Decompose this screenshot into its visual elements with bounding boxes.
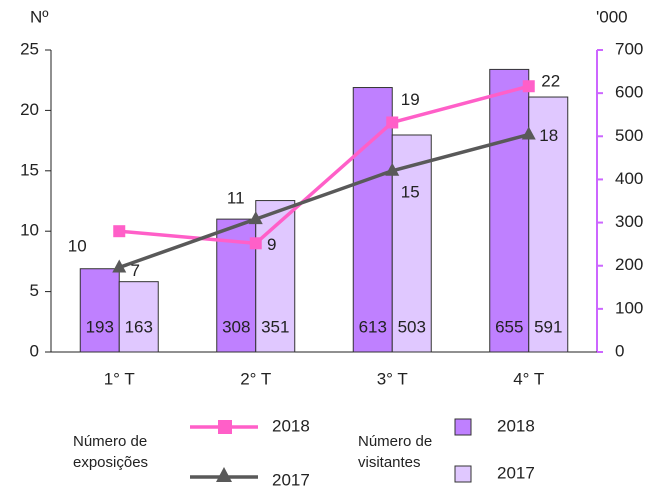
legend-swatch <box>454 465 472 483</box>
line-label: 22 <box>541 72 560 91</box>
bar-label: 351 <box>261 317 289 336</box>
bar <box>489 68 530 353</box>
legend-marker <box>218 420 232 434</box>
legend-label: 2018 <box>497 416 535 435</box>
marker <box>249 237 262 250</box>
legend-swatch <box>454 418 472 436</box>
y-tick-label: 15 <box>20 160 39 179</box>
marker <box>521 126 536 140</box>
x-tick-label: 2° T <box>240 369 271 388</box>
bar <box>118 281 159 353</box>
legend-group-line: Número de exposições <box>73 433 149 471</box>
line-label: 10 <box>68 237 87 256</box>
y-tick-label: 5 <box>30 281 39 300</box>
legend-label: 2017 <box>497 463 535 482</box>
line <box>118 132 530 270</box>
marker <box>113 225 126 238</box>
legend-marker <box>216 467 232 482</box>
y-tick-label: 0 <box>30 341 39 360</box>
y-tick-label: 20 <box>20 100 39 119</box>
bar <box>352 87 393 353</box>
bar-label: 655 <box>495 317 523 336</box>
bar-label: 613 <box>359 317 387 336</box>
y-tick-label: 10 <box>20 221 39 240</box>
bar <box>391 134 432 353</box>
y2-tick-label: 200 <box>615 255 643 274</box>
legend-label: 2017 <box>272 470 310 486</box>
x-tick-label: 3° T <box>377 369 408 388</box>
line-label: 7 <box>131 261 140 280</box>
legend-group-bar: Número de visitantes <box>358 433 433 471</box>
y2-tick-label: 400 <box>615 169 643 188</box>
marker <box>385 162 400 176</box>
y2-tick-label: 700 <box>615 39 643 58</box>
bar-label: 503 <box>398 317 426 336</box>
marker <box>112 259 127 273</box>
y2-tick-label: 600 <box>615 83 643 102</box>
line-label: 9 <box>267 235 276 254</box>
line <box>119 84 530 246</box>
line-label: 19 <box>401 90 420 109</box>
line-label: 11 <box>227 189 245 208</box>
y-axis-label: Nº <box>30 7 49 26</box>
y-tick-label: 25 <box>20 39 39 58</box>
y2-axis-label: '000 <box>596 7 628 26</box>
line-label: 18 <box>539 126 558 145</box>
x-tick-label: 4° T <box>513 369 544 388</box>
y2-tick-label: 300 <box>615 212 643 231</box>
y2-tick-label: 0 <box>615 341 624 360</box>
marker <box>522 80 535 93</box>
marker <box>248 211 263 225</box>
bar-label: 591 <box>534 317 562 336</box>
x-tick-label: 1° T <box>104 369 135 388</box>
y2-tick-label: 100 <box>615 298 643 317</box>
bar-label: 193 <box>86 317 114 336</box>
legend-label: 2018 <box>272 416 310 435</box>
bar-label: 308 <box>222 317 250 336</box>
bar <box>79 268 120 353</box>
marker <box>386 116 399 129</box>
line-label: 15 <box>401 182 420 201</box>
y2-tick-label: 500 <box>615 126 643 145</box>
bar-label: 163 <box>125 317 153 336</box>
